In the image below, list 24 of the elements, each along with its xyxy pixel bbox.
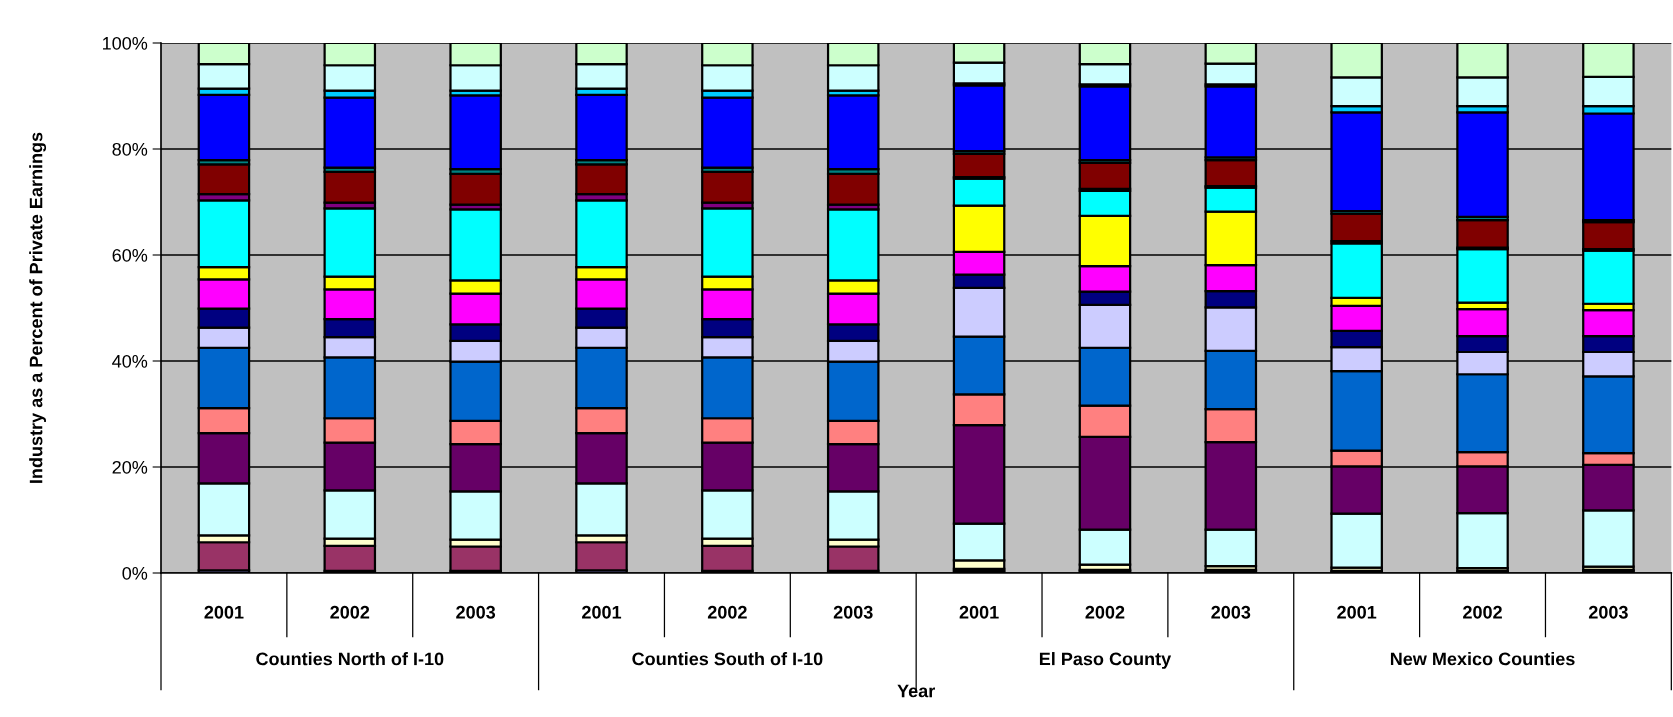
x-tick-label: 2001 [204,605,244,619]
x-tick-label: 2003 [1211,605,1251,619]
x-tick-label: 2002 [1085,605,1125,619]
y-tick-label: 100% [103,36,148,50]
x-tick-label: 2003 [833,605,873,619]
y-tick-label: 0% [122,566,148,580]
x-tick-label: 2001 [582,605,622,619]
y-tick-label: 40% [112,354,148,368]
x-tick-label: 2003 [1588,605,1628,619]
y-tick-label: 80% [112,142,148,156]
x-tick-label: 2002 [330,605,370,619]
x-tick-label: 2003 [456,605,496,619]
y-tick-label: 60% [112,248,148,262]
y-axis-title: Industry as a Percent of Private Earnings [29,132,47,483]
x-axis-title: Year [897,684,935,698]
y-tick-label: 20% [112,460,148,474]
text: Counties North of I-10 [256,652,444,666]
text: Counties South of I-10 [632,652,823,666]
text: New Mexico Counties [1390,652,1575,666]
x-tick-label: 2001 [1337,605,1377,619]
text: El Paso County [1039,652,1172,669]
x-tick-label: 2002 [1463,605,1502,619]
x-tick-label: 2002 [707,605,747,619]
x-tick-label: 2001 [959,605,999,619]
